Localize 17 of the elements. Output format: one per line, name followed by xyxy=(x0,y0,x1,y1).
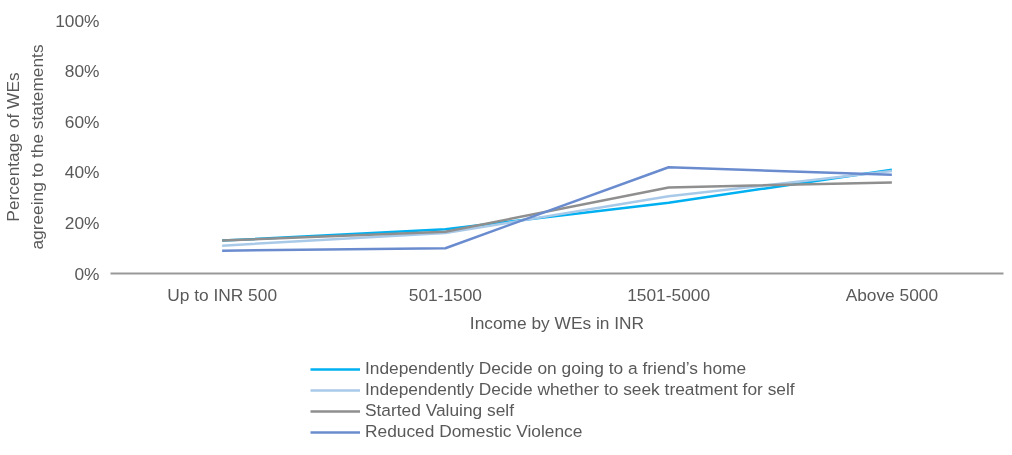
y-tick-label: 60% xyxy=(64,111,100,132)
legend-label: Reduced Domestic Violence xyxy=(365,421,583,442)
x-tick-label: Up to INR 500 xyxy=(167,284,278,305)
legend-label: Independently Decide whether to seek treatment for self xyxy=(365,379,795,400)
y-tick-label: 20% xyxy=(64,212,100,233)
y-axis-title: Percentage of WEs agreeing to the statements xyxy=(3,44,48,250)
y-tick-label: 0% xyxy=(74,263,100,284)
x-tick-label: Above 5000 xyxy=(845,284,939,305)
y-tick-label: 80% xyxy=(64,61,100,82)
legend-label: Independently Decide on going to a friend’s home xyxy=(365,358,747,379)
y-tick-label: 40% xyxy=(64,162,100,183)
y-tick-label: 100% xyxy=(55,10,100,31)
line-series xyxy=(220,181,894,242)
x-axis-title: Income by WEs in INR xyxy=(469,312,645,333)
legend-label: Started Valuing self xyxy=(365,400,514,421)
x-tick-label: 1501-5000 xyxy=(627,284,711,305)
x-tick-label: 501-1500 xyxy=(408,284,482,305)
